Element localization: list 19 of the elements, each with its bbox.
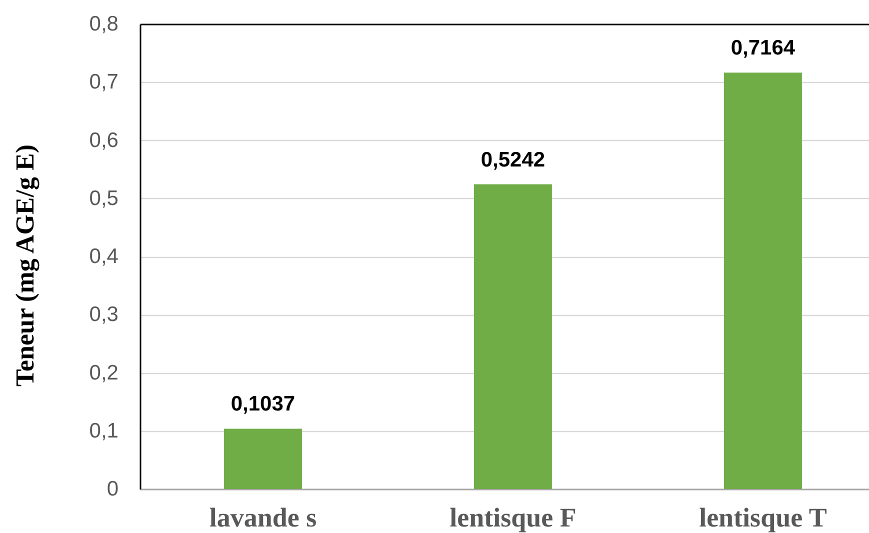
y-tick-label: 0,3 bbox=[89, 303, 118, 326]
bar bbox=[724, 72, 802, 489]
y-tick-label: 0,8 bbox=[89, 12, 118, 36]
x-tick-label: lentisque T bbox=[699, 502, 827, 532]
bar bbox=[474, 184, 552, 489]
bar bbox=[224, 428, 302, 489]
y-tick-label: 0,2 bbox=[89, 361, 118, 384]
y-tick-label: 0,4 bbox=[89, 245, 119, 268]
x-tick-label: lavande s bbox=[209, 502, 317, 532]
data-label: 0,7164 bbox=[730, 36, 796, 60]
x-tick-label: lentisque F bbox=[450, 502, 576, 532]
y-tick-label: 0 bbox=[106, 478, 118, 500]
y-axis-title: Teneur (mg AGE/g E) bbox=[10, 144, 40, 386]
y-tick-label: 0,6 bbox=[89, 128, 118, 152]
data-label: 0,1037 bbox=[230, 392, 296, 416]
y-tick-label: 0,7 bbox=[89, 70, 118, 94]
data-label: 0,5242 bbox=[480, 148, 546, 172]
y-tick-label: 0,1 bbox=[89, 419, 118, 442]
y-tick-label: 0,5 bbox=[89, 186, 118, 210]
